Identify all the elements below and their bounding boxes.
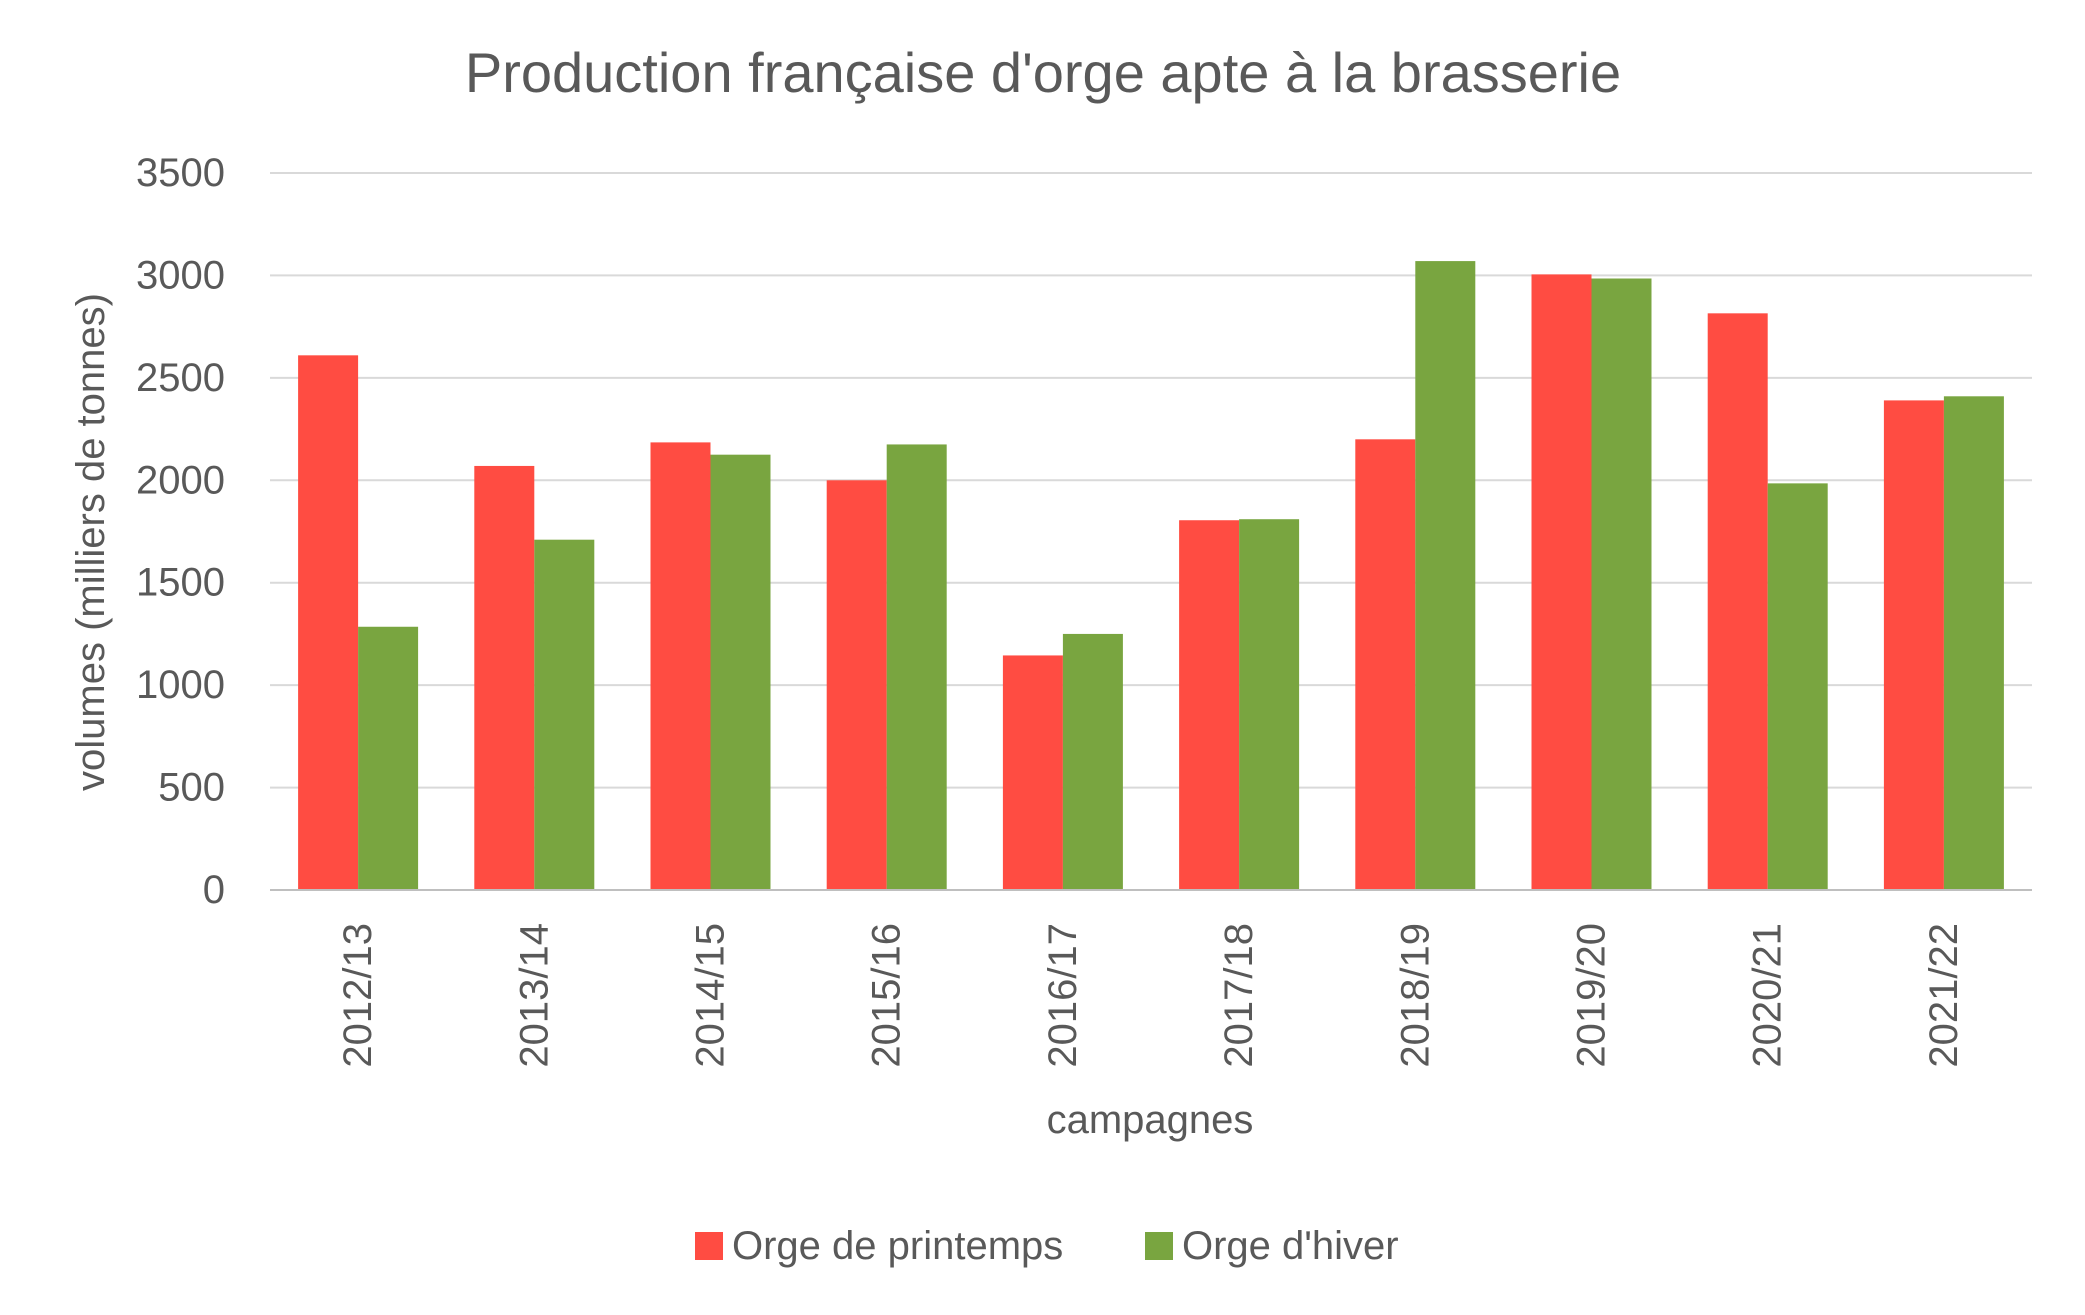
bar-orge-d-hiver-2018-19 bbox=[1415, 261, 1476, 890]
legend-label-orge-de-printemps: Orge de printemps bbox=[732, 1224, 1063, 1268]
y-tick-label: 1000 bbox=[136, 663, 225, 707]
bar-orge-de-printemps-2021-22 bbox=[1883, 400, 1944, 890]
bar-orge-d-hiver-2015-16 bbox=[886, 444, 947, 890]
bar-orge-de-printemps-2014-15 bbox=[650, 442, 711, 890]
bar-orge-de-printemps-2018-19 bbox=[1355, 439, 1416, 890]
legend-label-orge-d-hiver: Orge d'hiver bbox=[1182, 1224, 1399, 1268]
bar-orge-d-hiver-2017-18 bbox=[1239, 519, 1300, 890]
bar-orge-de-printemps-2017-18 bbox=[1179, 520, 1240, 890]
bar-orge-d-hiver-2016-17 bbox=[1062, 633, 1123, 890]
y-tick-label: 2000 bbox=[136, 458, 225, 502]
x-tick-label: 2019/20 bbox=[1570, 923, 1614, 1068]
bar-orge-d-hiver-2021-22 bbox=[1943, 396, 2004, 890]
x-tick-label: 2014/15 bbox=[689, 923, 733, 1068]
y-tick-label: 1500 bbox=[136, 561, 225, 605]
y-tick-label: 3500 bbox=[136, 151, 225, 195]
bar-orge-de-printemps-2020-21 bbox=[1707, 313, 1768, 890]
x-tick-label: 2017/18 bbox=[1217, 923, 1261, 1068]
bar-orge-de-printemps-2015-16 bbox=[826, 480, 887, 890]
y-tick-label: 3000 bbox=[136, 253, 225, 297]
chart-title: Production française d'orge apte à la br… bbox=[465, 41, 1621, 104]
bar-orge-d-hiver-2014-15 bbox=[710, 454, 771, 890]
x-axis-tick-labels: 2012/13 2013/14 2014/15 2015/16 2016/17 2017/… bbox=[336, 923, 1966, 1068]
x-tick-label: 2020/21 bbox=[1746, 923, 1790, 1068]
bar-orge-de-printemps-2013-14 bbox=[474, 465, 535, 890]
bar-orge-d-hiver-2012-13 bbox=[358, 626, 419, 890]
x-tick-label: 2013/14 bbox=[512, 923, 556, 1068]
x-tick-label: 2016/17 bbox=[1041, 923, 1085, 1068]
y-tick-label: 500 bbox=[158, 766, 225, 810]
legend-swatch-orge-d-hiver bbox=[1145, 1232, 1173, 1260]
legend: Orge de printemps Orge d'hiver bbox=[695, 1224, 1399, 1268]
bars bbox=[298, 261, 2004, 890]
y-axis-tick-labels: 0 500 1000 1500 2000 2500 3000 3500 bbox=[136, 151, 225, 912]
y-tick-label: 0 bbox=[203, 868, 225, 912]
x-tick-label: 2015/16 bbox=[865, 923, 909, 1068]
x-tick-label: 2012/13 bbox=[336, 923, 380, 1068]
y-tick-label: 2500 bbox=[136, 356, 225, 400]
x-tick-label: 2021/22 bbox=[1922, 923, 1966, 1068]
bar-orge-de-printemps-2019-20 bbox=[1531, 274, 1592, 890]
bar-orge-de-printemps-2016-17 bbox=[1002, 655, 1063, 890]
bar-orge-de-printemps-2012-13 bbox=[298, 355, 359, 890]
x-tick-label: 2018/19 bbox=[1393, 923, 1437, 1068]
bar-orge-d-hiver-2019-20 bbox=[1591, 278, 1652, 890]
bar-orge-d-hiver-2020-21 bbox=[1767, 483, 1828, 890]
bar-orge-d-hiver-2013-14 bbox=[534, 539, 595, 890]
x-axis-label: campagnes bbox=[1047, 1098, 1254, 1142]
y-axis-label: volumes (milliers de tonnes) bbox=[69, 293, 113, 791]
legend-swatch-orge-de-printemps bbox=[695, 1232, 723, 1260]
